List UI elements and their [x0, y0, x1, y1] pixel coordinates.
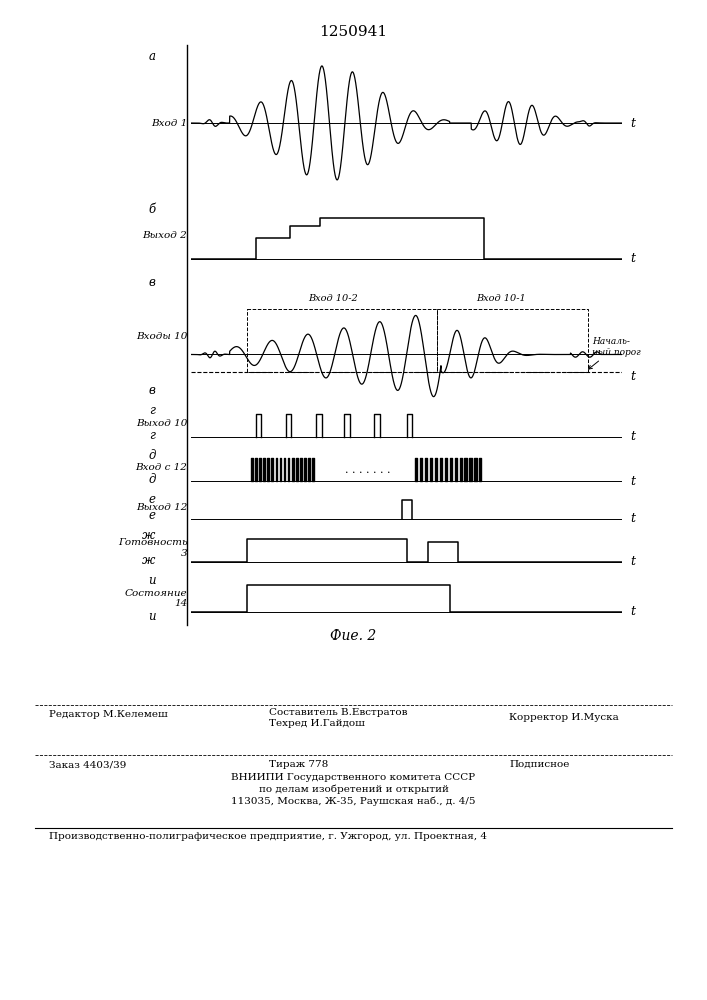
Text: t: t — [631, 370, 636, 383]
Text: t: t — [631, 512, 636, 525]
Text: г: г — [150, 429, 156, 442]
Text: 1250941: 1250941 — [320, 25, 387, 39]
Text: Вход 1: Вход 1 — [151, 119, 187, 128]
Text: Входы 10: Входы 10 — [136, 332, 187, 341]
Text: Заказ 4403/39: Заказ 4403/39 — [49, 760, 127, 769]
Text: Вход с 12: Вход с 12 — [136, 463, 187, 472]
Text: Техред И.Гайдош: Техред И.Гайдош — [269, 719, 365, 728]
Text: и: и — [148, 574, 156, 587]
Text: Вход 10-1: Вход 10-1 — [477, 294, 526, 303]
Text: Тираж 778: Тираж 778 — [269, 760, 328, 769]
Text: по делам изобретений и открытий: по делам изобретений и открытий — [259, 785, 448, 794]
Text: Фие. 2: Фие. 2 — [330, 629, 377, 643]
Text: . . . . . . .: . . . . . . . — [345, 465, 390, 475]
Text: Производственно-полиграфическое предприятие, г. Ужгород, ул. Проектная, 4: Производственно-полиграфическое предприя… — [49, 832, 488, 841]
Text: Корректор И.Муска: Корректор И.Муска — [509, 713, 619, 722]
Text: е: е — [148, 509, 156, 522]
Text: Выход 2: Выход 2 — [143, 231, 187, 240]
Text: Подписное: Подписное — [509, 760, 569, 769]
Text: г: г — [150, 404, 156, 417]
Text: ВНИИПИ Государственного комитета СССР: ВНИИПИ Государственного комитета СССР — [231, 773, 476, 782]
Text: t: t — [631, 430, 636, 443]
Text: б: б — [148, 203, 156, 216]
Text: Готовность
3: Готовность 3 — [118, 538, 187, 558]
Text: д: д — [148, 449, 156, 462]
Text: t: t — [631, 605, 636, 618]
Text: в: в — [148, 276, 156, 289]
Text: Началь-
ный порог: Началь- ный порог — [588, 337, 641, 369]
Text: в: в — [148, 384, 156, 397]
Text: Вход 10-2: Вход 10-2 — [308, 294, 358, 303]
Text: е: е — [148, 493, 156, 506]
Text: и: и — [148, 610, 156, 623]
Text: ж: ж — [142, 529, 156, 542]
Text: 113035, Москва, Ж-35, Раушская наб., д. 4/5: 113035, Москва, Ж-35, Раушская наб., д. … — [231, 797, 476, 806]
Text: Выход 10: Выход 10 — [136, 419, 187, 428]
Text: t: t — [631, 555, 636, 568]
Text: Состояние
14: Состояние 14 — [124, 589, 187, 608]
Text: ж: ж — [142, 554, 156, 567]
Text: а: а — [148, 50, 156, 63]
Text: t: t — [631, 252, 636, 265]
Text: t: t — [631, 117, 636, 130]
Text: д: д — [148, 473, 156, 486]
Text: t: t — [631, 475, 636, 488]
Text: Редактор М.Келемеш: Редактор М.Келемеш — [49, 710, 168, 719]
Text: Выход 12: Выход 12 — [136, 503, 187, 512]
Text: Составитель В.Евстратов: Составитель В.Евстратов — [269, 708, 407, 717]
